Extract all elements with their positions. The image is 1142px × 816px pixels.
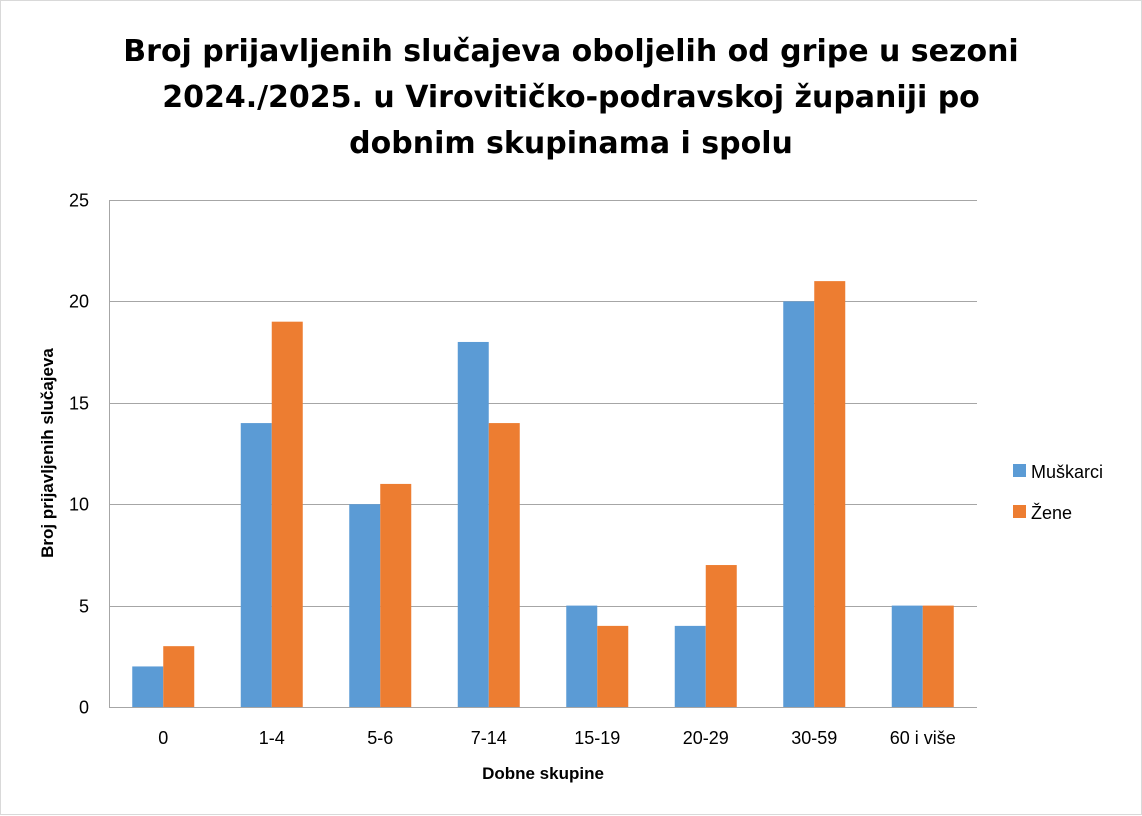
- axes: [109, 200, 977, 708]
- bar-zene-3: [488, 423, 520, 707]
- x-tick-label: 60 i više: [890, 728, 956, 748]
- bar-muskarci-7: [891, 605, 923, 707]
- x-tick-label: 5-6: [367, 728, 393, 748]
- chart-title: Broj prijavljenih slučajeva oboljelih od…: [123, 34, 1018, 161]
- bar-muskarci-1: [240, 423, 272, 707]
- legend-label: Muškarci: [1031, 462, 1103, 482]
- y-tick-label: 0: [79, 698, 89, 718]
- bars: [132, 281, 954, 707]
- bar-muskarci-3: [457, 341, 489, 707]
- legend: Muškarci Žene: [1013, 462, 1103, 523]
- y-tick-label: 5: [79, 597, 89, 617]
- chart-title-line-2: 2024./2025. u Virovitičko-podravskoj žup…: [162, 80, 980, 115]
- bar-muskarci-6: [783, 301, 815, 707]
- y-axis-tick-labels: 0 5 10 15 20 25: [69, 191, 89, 718]
- x-axis-title: Dobne skupine: [482, 764, 604, 783]
- bar-muskarci-0: [132, 666, 164, 707]
- x-tick-label: 15-19: [574, 728, 620, 748]
- chart-title-line-1: Broj prijavljenih slučajeva oboljelih od…: [123, 34, 1018, 69]
- chart-title-line-3: dobnim skupinama i spolu: [349, 126, 793, 161]
- y-tick-label: 10: [69, 495, 89, 515]
- y-tick-label: 20: [69, 292, 89, 312]
- x-tick-label: 1-4: [259, 728, 285, 748]
- x-axis-tick-labels: 0 1-4 5-6 7-14 15-19 20-29 30-59 60 i više: [158, 728, 956, 748]
- y-tick-label: 25: [69, 191, 89, 211]
- bar-zene-6: [814, 281, 846, 707]
- bar-zene-4: [597, 625, 629, 707]
- bar-zene-0: [163, 646, 195, 707]
- x-tick-label: 20-29: [683, 728, 729, 748]
- bar-zene-2: [380, 483, 412, 707]
- legend-swatch: [1013, 464, 1026, 477]
- bar-zene-7: [922, 605, 954, 707]
- y-axis-title: Broj prijavljenih slučajeva: [38, 348, 57, 558]
- legend-swatch: [1013, 505, 1026, 518]
- y-tick-label: 15: [69, 394, 89, 414]
- legend-label: Žene: [1031, 503, 1072, 523]
- bar-zene-5: [705, 565, 737, 707]
- gridlines: [109, 200, 977, 607]
- bar-muskarci-5: [674, 625, 706, 707]
- bar-muskarci-2: [349, 504, 381, 707]
- x-tick-label: 30-59: [791, 728, 837, 748]
- bar-muskarci-4: [566, 605, 598, 707]
- bar-zene-1: [271, 321, 303, 707]
- x-tick-label: 7-14: [471, 728, 507, 748]
- x-tick-label: 0: [158, 728, 168, 748]
